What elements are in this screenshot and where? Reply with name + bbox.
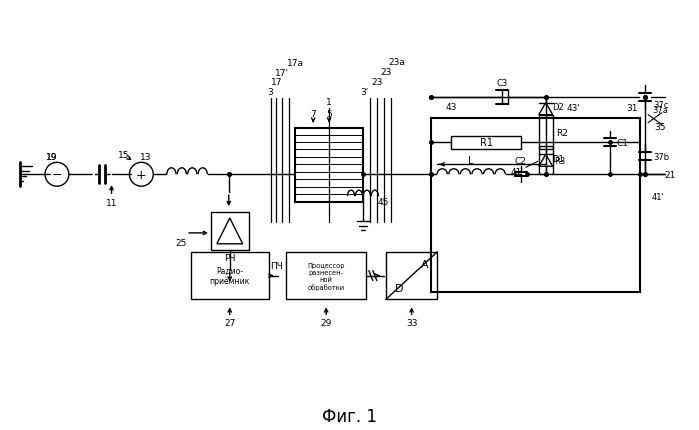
Text: 7: 7 [310,110,316,119]
Text: 13: 13 [140,153,151,162]
Text: 37c: 37c [654,101,669,110]
Text: 45: 45 [377,197,389,206]
Text: 23: 23 [380,68,391,77]
Text: Фиг. 1: Фиг. 1 [322,407,377,425]
Text: C3: C3 [496,79,507,88]
Bar [211,212,249,250]
Text: РЧ: РЧ [224,254,236,263]
Text: D1: D1 [552,154,563,163]
Text: 31: 31 [626,104,638,113]
Text: 37a: 37a [652,106,668,115]
Text: 25: 25 [175,239,187,248]
Text: 33: 33 [406,318,417,327]
Text: 1: 1 [326,98,332,107]
Text: R2: R2 [556,128,568,137]
Text: 41': 41' [651,192,664,201]
Text: 19: 19 [46,153,58,162]
Text: A: A [421,259,428,269]
Text: 5: 5 [326,110,332,119]
Text: C2: C2 [515,157,527,166]
Text: R1: R1 [480,138,493,148]
Text: Процессор
разнесен-
ной
обработки: Процессор разнесен- ной обработки [308,262,345,290]
Text: 3: 3 [268,88,273,97]
Text: C1: C1 [617,138,628,147]
Text: 3': 3' [361,88,369,97]
Bar [452,136,521,150]
Text: ПЧ: ПЧ [270,261,283,270]
Bar [296,128,363,203]
Text: 19: 19 [46,153,58,162]
Text: 17': 17' [275,69,289,78]
Bar [431,118,640,292]
Text: +: + [136,169,147,181]
Text: 29: 29 [320,318,332,327]
Bar [539,115,553,150]
Text: 23: 23 [371,78,382,87]
Text: D2: D2 [552,103,563,112]
Text: 43: 43 [446,103,457,112]
Bar [287,252,366,300]
Text: 15: 15 [117,150,129,160]
Text: R3: R3 [554,157,565,166]
Text: 37b: 37b [653,153,669,162]
Text: 35: 35 [654,123,665,132]
Bar [539,147,553,175]
Text: −: − [52,169,62,181]
Text: L: L [468,156,474,166]
Text: 17a: 17a [287,59,304,68]
Text: 27: 27 [224,318,236,327]
Text: 41: 41 [510,167,521,176]
Text: Радио-
приёмник: Радио- приёмник [210,266,250,286]
Text: 17: 17 [271,78,282,87]
Text: 43': 43' [566,104,580,113]
Text: D: D [394,283,403,293]
Text: 21: 21 [664,170,676,179]
Text: 23a: 23a [388,58,405,68]
Bar [386,252,438,300]
Bar [191,252,268,300]
Text: 11: 11 [106,198,117,207]
